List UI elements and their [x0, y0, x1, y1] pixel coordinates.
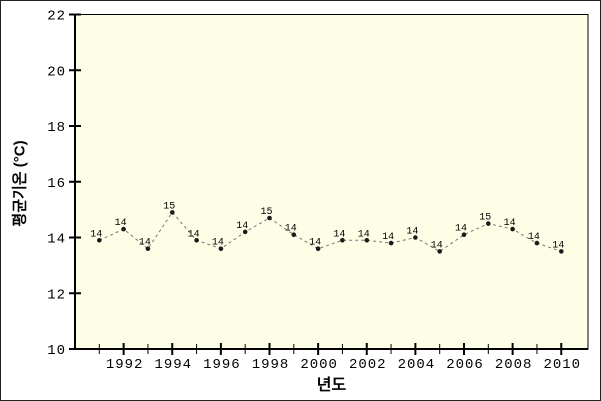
data-point	[364, 238, 370, 243]
y-tick-label: 18	[47, 120, 66, 136]
x-tick-label: 1996	[203, 357, 241, 373]
data-point	[461, 232, 467, 237]
data-point	[510, 226, 515, 232]
data-point-label: 14	[212, 238, 224, 249]
plot-background	[74, 14, 589, 350]
data-point	[170, 210, 175, 215]
data-point-label: 14	[406, 227, 418, 238]
data-point	[534, 240, 540, 246]
data-point-label: 14	[528, 232, 540, 243]
data-point-label: 14	[333, 229, 345, 240]
data-point	[242, 229, 248, 235]
data-point	[437, 249, 443, 254]
data-point-label: 14	[431, 240, 443, 251]
data-point-label: 14	[552, 240, 564, 251]
data-point-label: 14	[188, 229, 200, 240]
y-tick-label: 12	[47, 287, 66, 303]
x-tick-label: 2004	[398, 357, 436, 373]
x-tick-label: 2008	[495, 357, 533, 373]
data-point	[340, 238, 345, 243]
x-tick-label: 2010	[543, 357, 581, 373]
data-point-label: 14	[139, 238, 151, 249]
data-point-label: 15	[479, 213, 491, 224]
data-point-label: 14	[90, 229, 102, 240]
y-tick-label: 14	[47, 232, 66, 248]
data-point	[97, 238, 102, 243]
x-tick-label: 1992	[106, 357, 144, 373]
data-point-label: 15	[163, 201, 175, 212]
data-point	[291, 232, 297, 237]
data-point	[267, 215, 272, 221]
x-tick-label: 2006	[446, 357, 484, 373]
data-point	[388, 240, 394, 246]
x-tick-label: 1998	[252, 357, 290, 373]
x-tick-label: 2002	[349, 357, 387, 373]
y-tick-label: 16	[47, 176, 66, 192]
data-point	[121, 226, 126, 232]
data-point-label: 14	[504, 218, 516, 229]
data-point-label: 14	[236, 221, 248, 232]
data-point	[559, 249, 564, 254]
temperature-line	[99, 211, 562, 252]
data-point	[218, 246, 224, 251]
data-point	[486, 221, 491, 226]
data-point	[413, 235, 418, 240]
data-point-label: 14	[285, 224, 297, 235]
data-point-label: 15	[260, 207, 272, 218]
x-tick-label: 1994	[154, 357, 192, 373]
y-axis-title: 평균기온 (°C)	[11, 140, 29, 227]
x-tick-label: 2000	[300, 357, 338, 373]
data-point	[194, 238, 199, 243]
y-tick-label: 10	[47, 343, 66, 359]
x-axis-title: 년도	[316, 377, 347, 394]
data-point-label: 14	[358, 229, 370, 240]
y-tick-label: 22	[47, 9, 66, 25]
data-point-label: 14	[382, 232, 394, 243]
data-point-label: 14	[455, 224, 467, 235]
data-point	[145, 246, 151, 251]
data-point-label: 14	[115, 218, 127, 229]
y-tick-label: 20	[47, 64, 66, 80]
data-point	[315, 246, 321, 251]
data-point-label: 14	[309, 238, 321, 249]
